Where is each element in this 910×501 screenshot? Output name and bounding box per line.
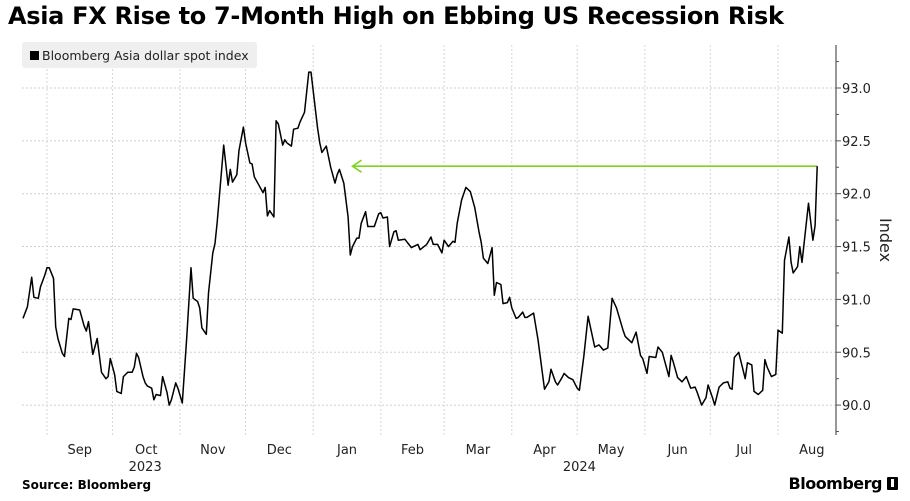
legend-swatch	[30, 50, 39, 60]
y-tick-label: 90.5	[842, 346, 871, 361]
x-tick-label: Jan	[336, 443, 357, 458]
x-tick-label: Nov	[200, 443, 226, 458]
x-tick-label: Dec	[267, 443, 292, 458]
series-lines	[22, 71, 818, 406]
x-tick-label: Jun	[666, 443, 687, 458]
series-line-asia-dollar-index	[22, 71, 818, 406]
x-tick-label: May	[598, 443, 625, 458]
x-axis: Sep Oct Nov Dec Jan Feb Mar Apr May Jun Jul Aug 2023…	[67, 443, 824, 475]
x-tick-label: Jul	[735, 443, 752, 458]
bloomberg-logo: Bloomberg	[789, 474, 898, 493]
x-year-label: 2023	[129, 460, 162, 475]
y-tick-label: 91.5	[842, 241, 871, 256]
bloomberg-terminal-icon	[887, 477, 898, 490]
x-tick-label: Aug	[799, 443, 824, 458]
x-tick-label: Oct	[135, 443, 157, 458]
legend-label: Bloomberg Asia dollar spot index	[42, 47, 249, 63]
x-tick-label: Apr	[533, 443, 556, 458]
y-axis: 90.0 90.5 91.0 91.5 92.0 92.5 93.0	[835, 45, 871, 435]
y-axis-label: Index	[876, 218, 895, 262]
x-tick-label: Feb	[401, 443, 424, 458]
arrow-head-icon	[351, 159, 362, 173]
y-tick-label: 92.0	[842, 188, 871, 203]
y-tick-label: 92.5	[842, 135, 871, 150]
x-tick-label: Mar	[466, 443, 491, 458]
x-tick-label: Sep	[67, 443, 92, 458]
gridlines	[22, 45, 836, 435]
y-tick-label: 91.0	[842, 293, 871, 308]
y-tick-label: 93.0	[842, 82, 871, 97]
source-note: Source: Bloomberg	[22, 478, 152, 492]
chart-title: Asia FX Rise to 7-Month High on Ebbing U…	[8, 2, 784, 30]
y-tick-label: 90.0	[842, 399, 871, 414]
legend: Bloomberg Asia dollar spot index	[22, 42, 257, 68]
brand-name: Bloomberg	[788, 474, 883, 493]
annotation-arrow	[351, 159, 818, 173]
x-year-label: 2024	[563, 460, 596, 475]
